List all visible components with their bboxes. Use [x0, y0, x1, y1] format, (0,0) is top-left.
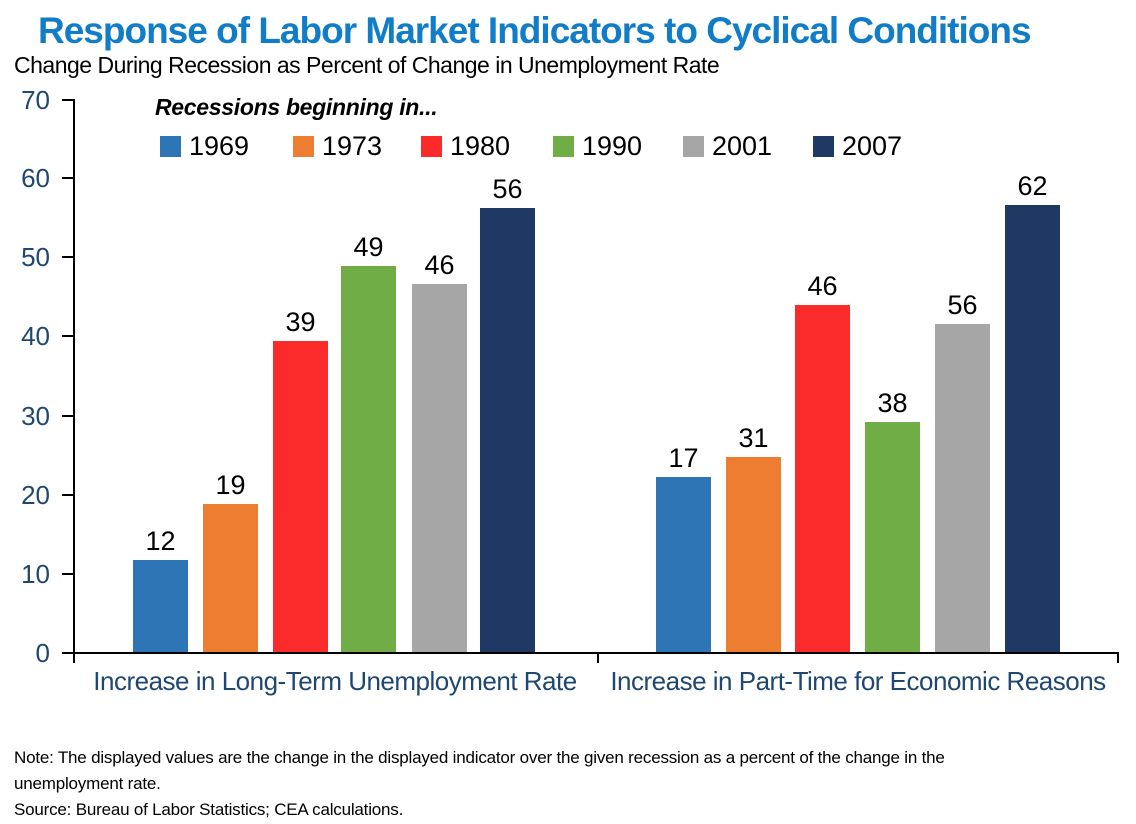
- bar-2001-long-term-unemployment: [412, 284, 467, 652]
- bar-value-label-1980-long-term-unemployment: 39: [285, 307, 316, 337]
- footnote-note-line-1: Note: The displayed values are the chang…: [14, 748, 945, 767]
- y-tick-label-40: 40: [21, 321, 50, 351]
- legend: 1969 1973 1980 1990 2001 2007: [0, 131, 1136, 161]
- y-tick-10: [62, 573, 73, 575]
- legend-label-2007: 2007: [842, 130, 903, 161]
- bar-1980-part-time-economic-reasons: [795, 305, 850, 652]
- legend-item-1990: 1990: [553, 131, 642, 161]
- bar-value-label-1980-part-time-economic-reasons: 46: [807, 271, 838, 301]
- x-axis-tick-right: [1117, 652, 1119, 663]
- x-axis-tick-middle: [597, 652, 599, 663]
- legend-swatch-1969: [160, 135, 181, 157]
- bar-1973-long-term-unemployment: [203, 504, 258, 652]
- category-label-part-time-economic-reasons: Increase in Part-Time for Economic Reaso…: [610, 666, 1106, 696]
- legend-label-2001: 2001: [712, 130, 773, 161]
- legend-swatch-2001: [683, 135, 704, 157]
- y-tick-40: [62, 335, 73, 337]
- legend-item-2007: 2007: [813, 131, 902, 161]
- y-tick-label-10: 10: [21, 559, 50, 589]
- y-tick-label-70: 70: [21, 85, 50, 115]
- plot-area: 0 10 20 30 40 50 60 70 12 17 19 31 39 46 49 38 46 56 56 62 I…: [21, 85, 1119, 696]
- y-tick-0: [62, 652, 73, 654]
- footnote-source-line: Source: Bureau of Labor Statistics; CEA …: [14, 800, 404, 819]
- y-tick-60: [62, 177, 73, 179]
- legend-swatch-1973: [293, 135, 314, 157]
- legend-swatch-1980: [421, 135, 442, 157]
- bar-value-label-1969-part-time-economic-reasons: 17: [668, 443, 699, 473]
- y-tick-30: [62, 415, 73, 417]
- y-tick-50: [62, 256, 73, 258]
- legend-label-1973: 1973: [322, 130, 383, 161]
- y-tick-70: [62, 99, 73, 101]
- legend-item-1973: 1973: [293, 131, 382, 161]
- legend-item-2001: 2001: [683, 131, 772, 161]
- x-axis-line: [73, 652, 1119, 654]
- y-tick-label-60: 60: [21, 163, 50, 193]
- bar-value-label-1990-part-time-economic-reasons: 38: [877, 388, 908, 418]
- bar-value-label-2007-long-term-unemployment: 56: [492, 174, 523, 204]
- bar-2007-long-term-unemployment: [480, 208, 535, 652]
- bar-1980-long-term-unemployment: [273, 341, 328, 652]
- legend-swatch-2007: [813, 135, 834, 157]
- chart-subtitle: Change During Recession as Percent of Ch…: [14, 52, 720, 78]
- y-tick-label-50: 50: [21, 242, 50, 272]
- legend-swatch-1990: [553, 135, 574, 157]
- legend-label-1990: 1990: [582, 130, 643, 161]
- bar-2007-part-time-economic-reasons: [1005, 205, 1060, 652]
- bar-1990-long-term-unemployment: [341, 266, 396, 652]
- y-tick-label-0: 0: [35, 638, 50, 668]
- footnote-note-line-2: unemployment rate.: [14, 774, 161, 793]
- footnote: Note: The displayed values are the chang…: [14, 745, 1094, 823]
- legend-title: Recessions beginning in...: [155, 94, 438, 120]
- bar-1969-long-term-unemployment: [133, 560, 188, 652]
- category-label-long-term-unemployment: Increase in Long-Term Unemployment Rate: [93, 666, 577, 696]
- bar-value-label-1969-long-term-unemployment: 12: [145, 526, 176, 556]
- bar-value-label-1973-long-term-unemployment: 19: [215, 470, 246, 500]
- legend-label-1969: 1969: [189, 130, 250, 161]
- bar-1973-part-time-economic-reasons: [726, 457, 781, 652]
- bar-value-label-2001-part-time-economic-reasons: 56: [947, 290, 978, 320]
- bar-value-label-2001-long-term-unemployment: 46: [424, 250, 455, 280]
- chart-title: Response of Labor Market Indicators to C…: [38, 10, 1032, 51]
- bar-value-label-1990-long-term-unemployment: 49: [353, 232, 384, 262]
- bar-1990-part-time-economic-reasons: [865, 422, 920, 652]
- bar-value-label-2007-part-time-economic-reasons: 62: [1017, 171, 1048, 201]
- bar-2001-part-time-economic-reasons: [935, 324, 990, 652]
- bar-value-label-1973-part-time-economic-reasons: 31: [738, 423, 769, 453]
- legend-item-1980: 1980: [421, 131, 510, 161]
- y-axis-line: [73, 99, 75, 663]
- y-tick-label-20: 20: [21, 480, 50, 510]
- legend-item-1969: 1969: [160, 131, 249, 161]
- y-tick-label-30: 30: [21, 401, 50, 431]
- legend-label-1980: 1980: [450, 130, 511, 161]
- y-tick-20: [62, 494, 73, 496]
- bar-1969-part-time-economic-reasons: [656, 477, 711, 652]
